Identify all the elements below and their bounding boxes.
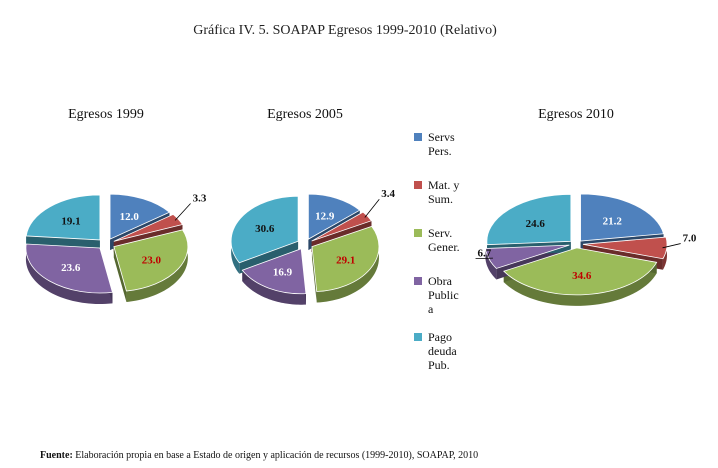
data-label: 21.2 — [603, 215, 623, 227]
legend-label: Sum. — [428, 192, 453, 206]
legend-swatch — [414, 229, 422, 237]
pie-slice-servs-pers — [109, 193, 171, 240]
pie-slice-servs-pers — [580, 193, 665, 242]
legend-label: Serv. — [428, 226, 452, 240]
data-label: 23.0 — [142, 254, 162, 266]
data-label: 23.6 — [61, 262, 81, 274]
legend-label: Servs — [428, 130, 455, 144]
pie-chart-2: Egresos 2005 12.9 3.4 29.1 16.9 30.6 — [230, 107, 396, 305]
data-label: 6.7 — [478, 248, 492, 260]
legend-label: Gener. — [428, 240, 460, 254]
data-label: 16.9 — [273, 267, 293, 279]
pie-slice-pago-deuda-pub — [25, 194, 101, 241]
slice-side — [25, 244, 113, 305]
slice-side — [485, 248, 497, 280]
data-label: 19.1 — [61, 216, 80, 228]
pie-slice-serv-gener — [311, 225, 380, 292]
pie-chart-1: Egresos 1999 12.0 3.3 23.0 23.6 19.1 — [25, 107, 207, 305]
source-prefix: Fuente: — [40, 450, 73, 461]
legend-label: Public — [428, 288, 459, 302]
slice-side — [662, 237, 667, 270]
legend-label: a — [428, 302, 434, 316]
data-label: 29.1 — [336, 255, 355, 267]
pie-slice-pago-deuda-pub — [486, 193, 572, 246]
slice-side — [126, 229, 188, 303]
data-label: 3.3 — [193, 192, 207, 204]
pie-title: Egresos 2010 — [538, 107, 614, 122]
leader-line — [174, 203, 191, 221]
pie-slice-mat-y-sum — [311, 211, 373, 242]
legend-label: Pago — [428, 330, 452, 344]
legend-swatch — [414, 133, 422, 141]
data-label: 24.6 — [526, 218, 546, 230]
slice-side — [503, 262, 657, 306]
pie-title: Egresos 1999 — [68, 107, 144, 122]
legend-swatch — [414, 333, 422, 341]
pie-slice-obra-publica — [485, 244, 570, 269]
data-label: 30.6 — [255, 223, 275, 235]
pie-title: Egresos 2005 — [267, 107, 343, 122]
legend-label: Pub. — [428, 358, 450, 372]
legend-item: Serv.Gener. — [414, 226, 460, 254]
data-label: 3.4 — [381, 188, 395, 200]
legend-label: Pers. — [428, 144, 452, 158]
source-text: Elaboración propia en base a Estado de o… — [72, 450, 479, 461]
slice-side — [242, 270, 306, 305]
data-label: 12.9 — [315, 210, 335, 222]
pie-slice-serv-gener — [113, 229, 189, 292]
leader-line — [475, 257, 493, 260]
slice-side — [316, 226, 379, 303]
data-label: 12.0 — [120, 211, 140, 223]
pie-slice-mat-y-sum — [113, 213, 184, 242]
pie-charts: Egresos 1999 12.0 3.3 23.0 23.6 19.1 Egresos 2… — [25, 107, 697, 306]
data-label: 34.6 — [572, 270, 592, 282]
pie-slice-obra-publica — [25, 243, 113, 294]
pie-slice-servs-pers — [307, 193, 361, 240]
legend-label: deuda — [428, 344, 457, 358]
chart-title: Gráfica IV. 5. SOAPAP Egresos 1999-2010 … — [193, 23, 497, 38]
source-note: Fuente: Elaboración propia en base a Est… — [40, 450, 478, 461]
slice-side — [113, 246, 127, 303]
data-label: 7.0 — [683, 233, 697, 245]
legend-swatch — [414, 277, 422, 285]
legend-label: Obra — [428, 274, 453, 288]
leader-line — [364, 198, 380, 218]
pie-chart-3: Egresos 2010 21.2 7.0 34.6 6.7 24.6 — [475, 107, 697, 306]
legend-label: Mat. y — [428, 178, 459, 192]
pie-slice-serv-gener — [503, 247, 658, 296]
pie-slice-mat-y-sum — [582, 236, 668, 260]
pie-slice-obra-publica — [241, 248, 307, 295]
leader-line — [662, 243, 681, 249]
pie-slice-pago-deuda-pub — [230, 195, 299, 264]
legend-swatch — [414, 181, 422, 189]
